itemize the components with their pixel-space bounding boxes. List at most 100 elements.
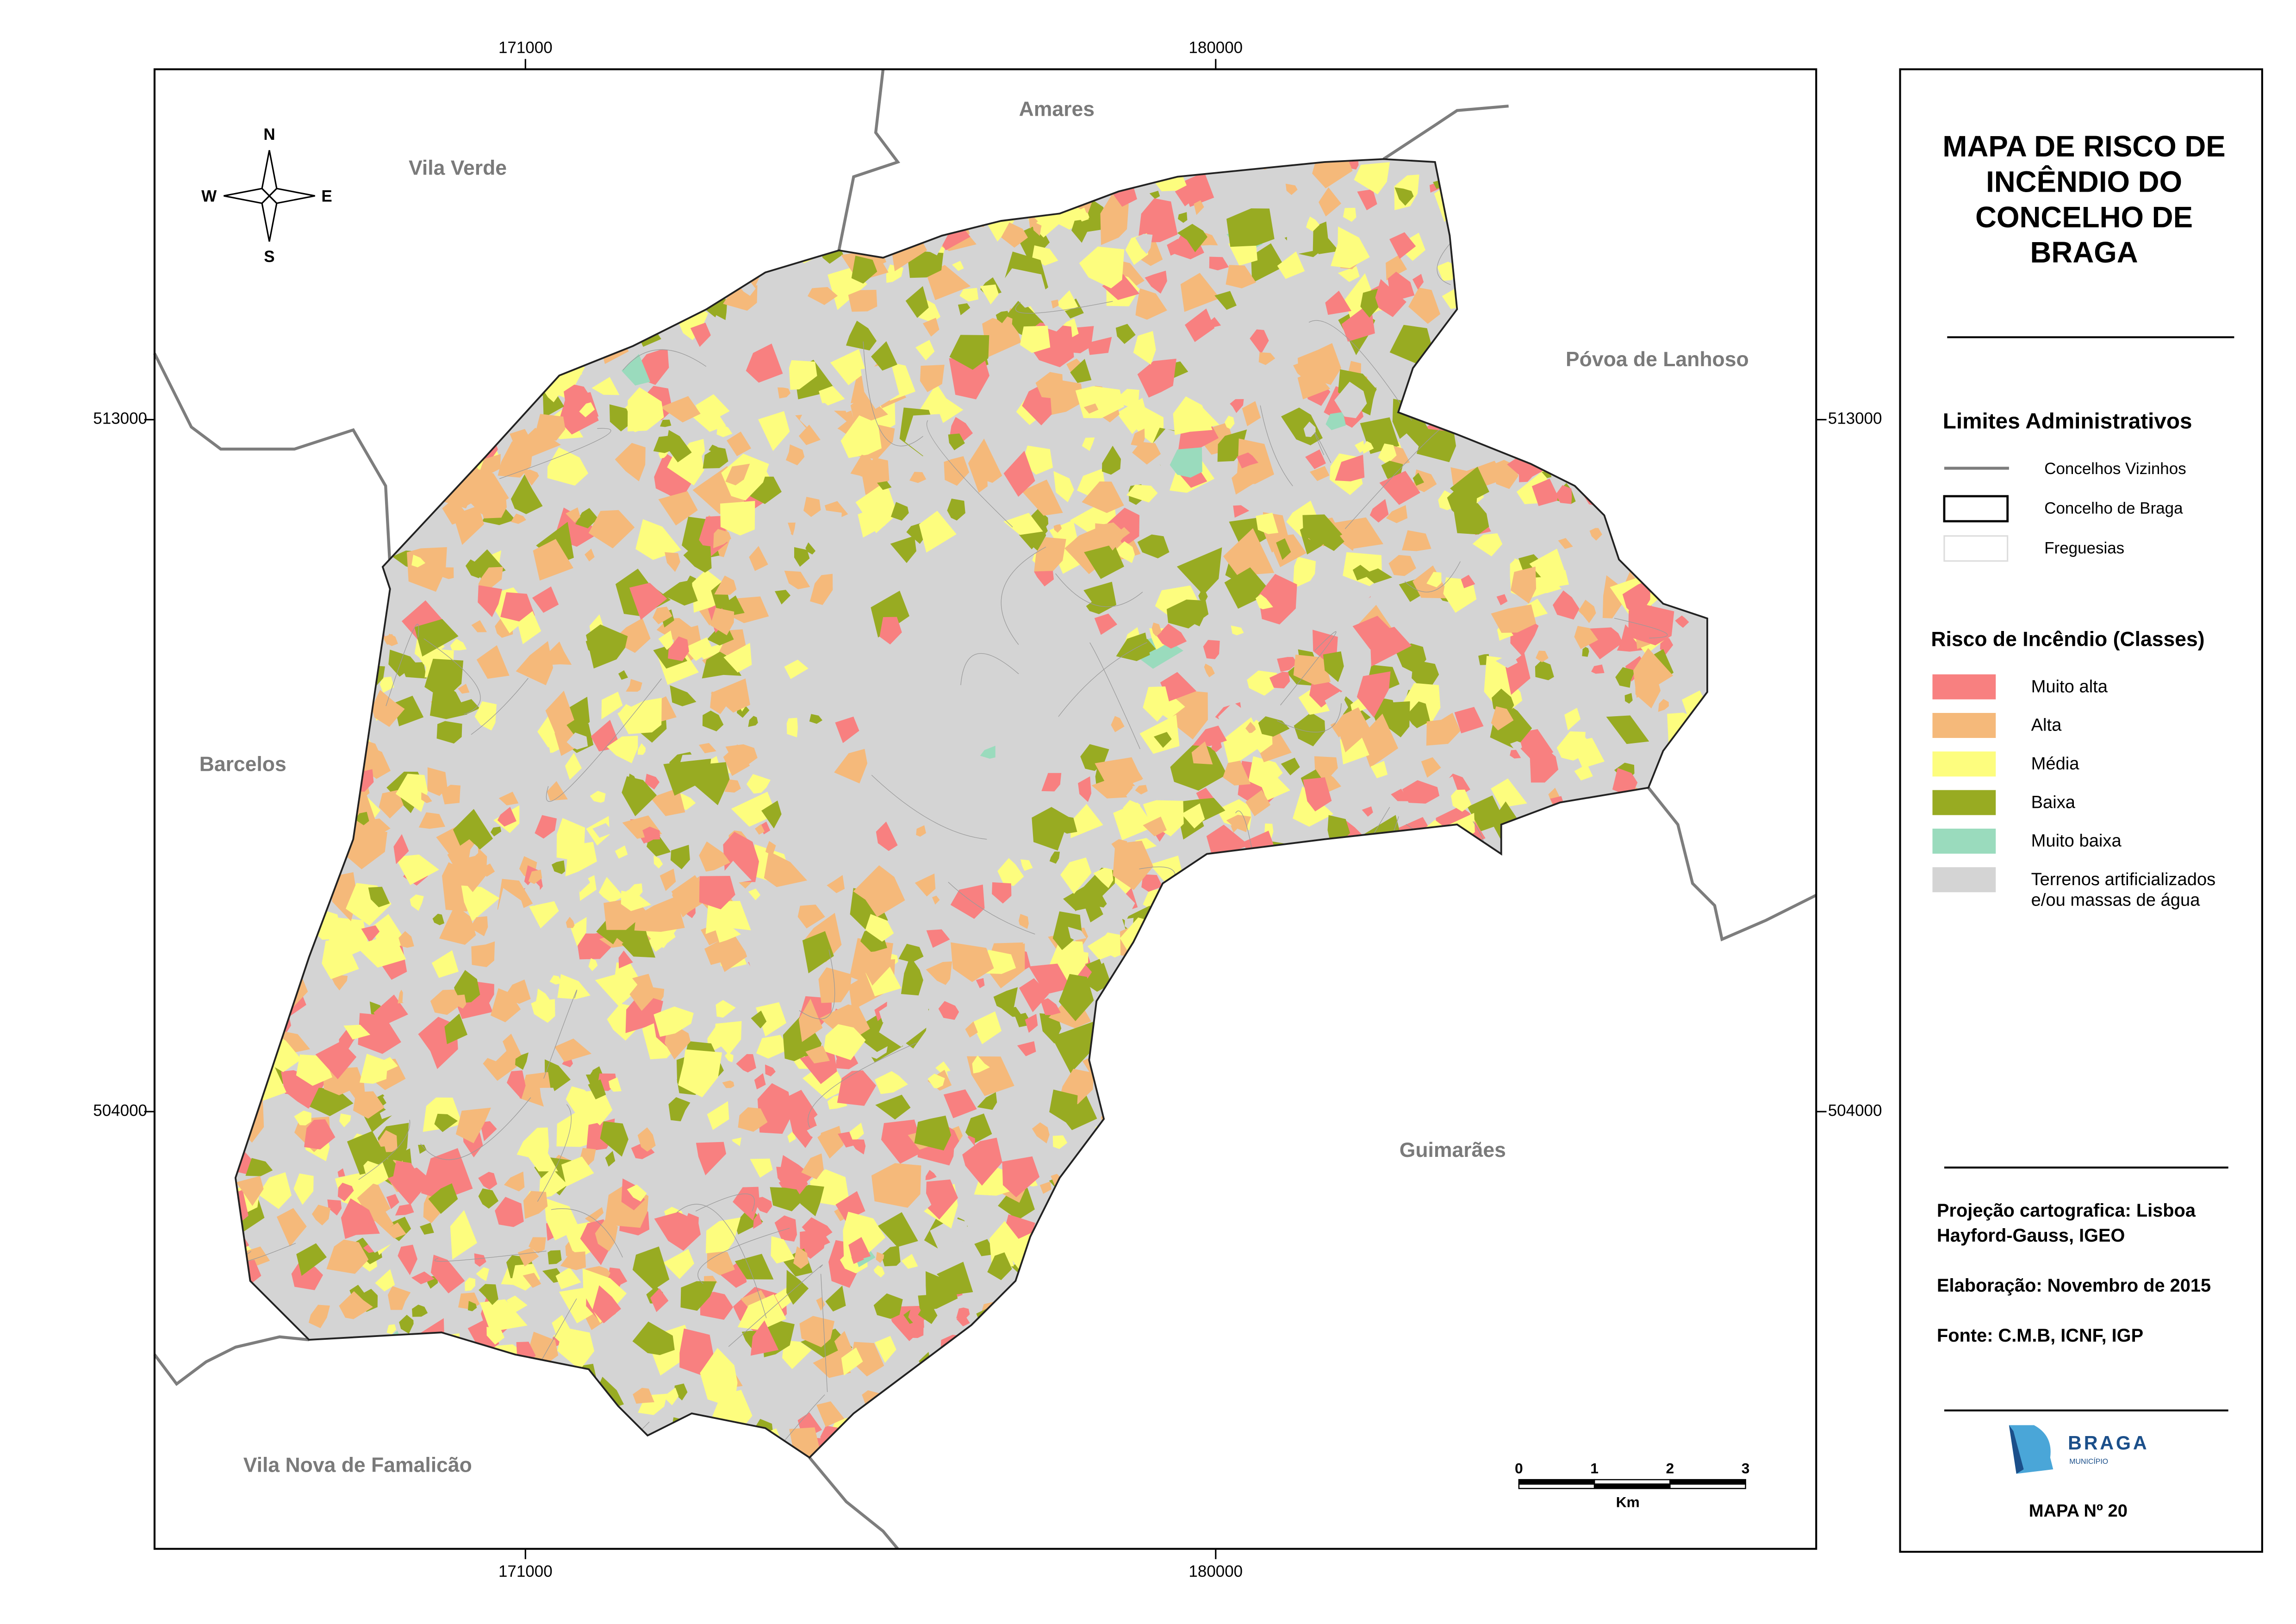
risk-patch xyxy=(1116,632,1150,662)
risk-patch xyxy=(1360,287,1381,318)
risk-patch xyxy=(1389,232,1416,259)
risk-patch xyxy=(1198,587,1208,602)
coordinate-label: 504000 xyxy=(93,1101,147,1119)
risk-patch xyxy=(1553,590,1580,620)
risk-patch xyxy=(534,414,566,441)
risk-patch xyxy=(879,1006,892,1023)
risk-patch xyxy=(1002,1007,1023,1017)
risk-legend: Muito alta Alta Média Baixa Muito baixa Terre… xyxy=(1932,674,2216,910)
risk-patch xyxy=(710,678,750,713)
risk-patch xyxy=(566,507,580,523)
risk-patch xyxy=(834,749,868,784)
risk-patch xyxy=(431,950,459,978)
risk-patch xyxy=(1309,466,1330,481)
parish-boundary xyxy=(1015,301,1113,314)
risk-patch xyxy=(1034,537,1066,572)
risk-patch xyxy=(410,894,424,911)
risk-patch xyxy=(1058,974,1094,1021)
risk-patch xyxy=(1082,481,1124,513)
risk-patch xyxy=(412,1305,428,1317)
risk-patch xyxy=(725,463,750,486)
risk-patch xyxy=(1391,788,1410,801)
risk-patch xyxy=(465,1277,476,1291)
risk-patch xyxy=(1658,699,1669,712)
risk-patch xyxy=(1388,271,1415,300)
compass-arrow xyxy=(268,187,315,204)
risk-patch xyxy=(702,295,728,324)
parish-boundary xyxy=(386,624,419,706)
risk-patch xyxy=(802,1217,833,1243)
risk-patch xyxy=(1084,544,1124,579)
risk-patch xyxy=(1051,1022,1095,1074)
risk-patch xyxy=(245,1158,273,1176)
risk-patch xyxy=(539,1168,568,1199)
risk-patch xyxy=(1119,389,1139,410)
risk-patch xyxy=(736,1054,756,1073)
risk-patch xyxy=(703,447,728,469)
risk-patch xyxy=(1352,616,1396,650)
risk-patch xyxy=(394,695,424,726)
risk-patch xyxy=(428,1183,458,1214)
legend-swatch xyxy=(1932,751,1996,777)
risk-patch xyxy=(1003,512,1043,535)
risk-patch xyxy=(1018,914,1029,929)
risk-patch xyxy=(926,265,971,300)
risk-patch xyxy=(1070,804,1103,838)
risk-patch xyxy=(731,792,777,827)
risk-patch xyxy=(1085,905,1103,923)
boundary xyxy=(153,352,392,567)
risk-patch xyxy=(637,743,646,755)
risk-patch xyxy=(343,1024,371,1040)
risk-patch xyxy=(607,736,638,763)
risk-patch xyxy=(1084,962,1111,992)
risk-patch xyxy=(909,472,927,483)
risk-patch xyxy=(359,1054,388,1084)
risk-patch xyxy=(1143,816,1167,837)
risk-patch xyxy=(737,1294,786,1330)
risk-patch xyxy=(1379,701,1410,737)
risk-patch xyxy=(672,876,701,918)
risk-patch xyxy=(1500,549,1515,565)
risk-patch xyxy=(421,792,432,803)
compass-label: N xyxy=(263,125,275,144)
coordinate-label: 180000 xyxy=(1188,38,1243,56)
risk-patch xyxy=(1496,594,1508,606)
risk-patch xyxy=(865,914,894,942)
risk-patch xyxy=(976,978,985,988)
risk-patch xyxy=(877,1212,918,1247)
risk-patch xyxy=(1170,690,1208,740)
parish-boundary xyxy=(1308,320,1412,421)
risk-patch xyxy=(1068,927,1087,941)
risk-patch xyxy=(874,1071,908,1094)
legend-swatch xyxy=(1932,712,1996,738)
risk-patch xyxy=(1020,859,1033,871)
risk-patch xyxy=(992,882,1012,904)
risk-patch xyxy=(1675,615,1689,628)
risk-patch xyxy=(1510,750,1521,759)
risk-patch xyxy=(680,1281,717,1311)
risk-patch xyxy=(621,354,650,386)
risk-patch xyxy=(1258,716,1290,737)
risk-patch xyxy=(660,868,676,891)
parish-boundary xyxy=(471,678,529,735)
risk-patch xyxy=(1472,533,1503,556)
risk-patch xyxy=(1255,376,1283,407)
risk-patch xyxy=(751,1010,767,1029)
risk-patch xyxy=(1133,331,1156,365)
risk-patch xyxy=(848,290,877,312)
risk-patch xyxy=(1406,701,1431,729)
legend-label: Terrenos artificializados xyxy=(2031,869,2216,889)
risk-patch xyxy=(1334,707,1371,753)
risk-patch xyxy=(654,1212,701,1251)
risk-patch xyxy=(1206,824,1250,859)
risk-patch xyxy=(1079,246,1125,288)
risk-patch xyxy=(1224,415,1235,429)
coordinate-label: 513000 xyxy=(1828,410,1882,428)
note: Projeção cartografica: Lisboa xyxy=(1937,1200,2196,1221)
logo: BRAGA MUNICÍPIO xyxy=(2009,1425,2147,1474)
risk-patch xyxy=(258,1172,292,1209)
risk-patch xyxy=(1306,216,1320,232)
risk-patch xyxy=(510,426,561,461)
legend-swatch xyxy=(1932,674,1996,700)
risk-patch xyxy=(874,1336,896,1363)
